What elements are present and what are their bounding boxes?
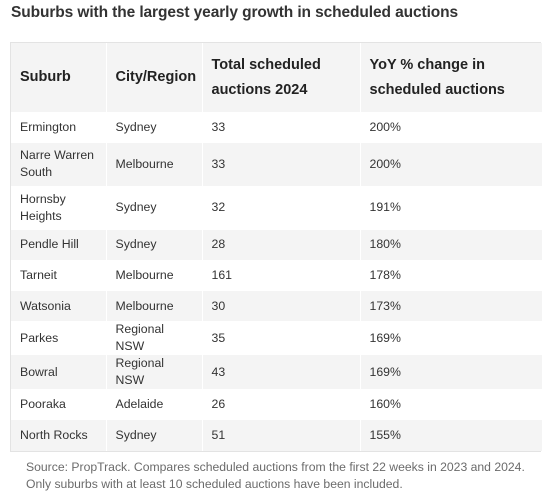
cell-suburb: Pooraka: [11, 389, 106, 420]
table-row: Tarneit Melbourne 161 178%: [11, 260, 542, 291]
cell-suburb: Tarneit: [11, 260, 106, 291]
column-header-total-auctions: Total scheduled auctions 2024: [201, 43, 360, 112]
auction-growth-table: Suburb City/Region Total scheduled aucti…: [10, 42, 542, 452]
cell-change: 191%: [359, 186, 542, 230]
cell-total: 28: [201, 229, 360, 261]
cell-region: Melbourne: [105, 142, 202, 187]
table-header-row: Suburb City/Region Total scheduled aucti…: [11, 43, 542, 112]
table-row: Parkes Regional NSW 35 169%: [11, 321, 542, 356]
cell-total: 32: [201, 186, 360, 230]
cell-change: 173%: [359, 290, 542, 322]
cell-change: 180%: [359, 229, 542, 261]
column-header-city-region: City/Region: [105, 43, 202, 112]
table-row: Hornsby Heights Sydney 32 191%: [11, 186, 542, 230]
cell-change: 160%: [359, 389, 542, 420]
table-row: Pendle Hill Sydney 28 180%: [11, 229, 542, 261]
cell-suburb: Watsonia: [11, 290, 106, 322]
cell-total: 33: [201, 112, 360, 143]
cell-total: 26: [201, 389, 360, 420]
column-header-suburb: Suburb: [11, 43, 106, 112]
cell-region: Sydney: [105, 229, 202, 261]
cell-total: 43: [201, 355, 360, 390]
cell-total: 30: [201, 290, 360, 322]
cell-suburb: Pendle Hill: [11, 229, 106, 261]
page-title: Suburbs with the largest yearly growth i…: [11, 4, 459, 21]
cell-change: 178%: [359, 260, 542, 291]
cell-total: 161: [201, 260, 360, 291]
cell-total: 51: [201, 419, 360, 451]
column-header-yoy-change: YoY % change in scheduled auctions: [359, 43, 542, 112]
cell-change: 169%: [359, 321, 542, 356]
cell-region: Sydney: [105, 112, 202, 143]
source-footnote: Source: PropTrack. Compares scheduled au…: [26, 460, 525, 491]
cell-change: 200%: [359, 112, 542, 143]
cell-change: 200%: [359, 142, 542, 187]
cell-region: Regional NSW: [105, 355, 202, 390]
cell-region: Regional NSW: [105, 321, 202, 356]
cell-suburb: Hornsby Heights: [11, 186, 106, 230]
cell-suburb: North Rocks: [11, 419, 106, 451]
cell-region: Melbourne: [105, 260, 202, 291]
cell-region: Adelaide: [105, 389, 202, 420]
cell-region: Sydney: [105, 419, 202, 451]
cell-change: 169%: [359, 355, 542, 390]
table-row: Bowral Regional NSW 43 169%: [11, 355, 542, 390]
table-row: North Rocks Sydney 51 155%: [11, 419, 542, 451]
cell-total: 33: [201, 142, 360, 187]
table-row: Pooraka Adelaide 26 160%: [11, 389, 542, 420]
cell-suburb: Ermington: [11, 112, 106, 143]
cell-region: Melbourne: [105, 290, 202, 322]
cell-total: 35: [201, 321, 360, 356]
cell-suburb: Narre Warren South: [11, 142, 106, 187]
cell-region: Sydney: [105, 186, 202, 230]
cell-suburb: Bowral: [11, 355, 106, 390]
table-row: Narre Warren South Melbourne 33 200%: [11, 142, 542, 187]
cell-suburb: Parkes: [11, 321, 106, 356]
table-row: Ermington Sydney 33 200%: [11, 112, 542, 143]
data-table: Suburb City/Region Total scheduled aucti…: [11, 43, 542, 451]
cell-change: 155%: [359, 419, 542, 451]
table-row: Watsonia Melbourne 30 173%: [11, 290, 542, 322]
